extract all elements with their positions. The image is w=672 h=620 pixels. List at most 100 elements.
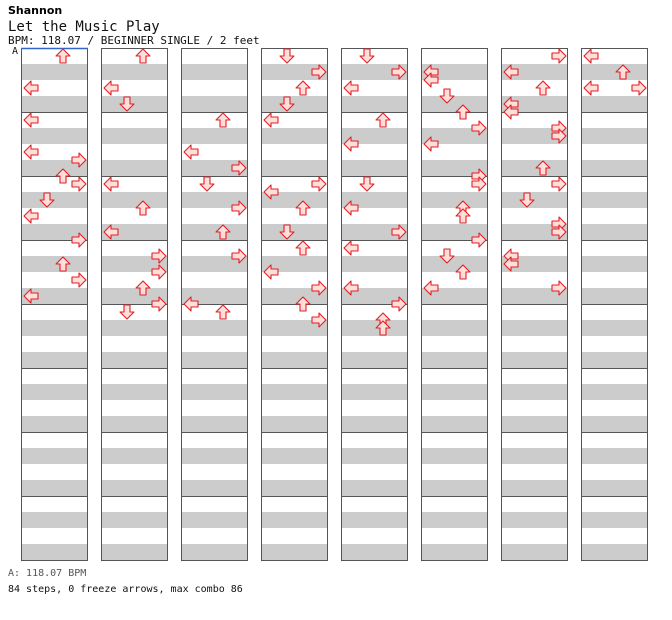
shade-band xyxy=(181,352,248,368)
step-arrow-up xyxy=(295,80,311,96)
shade-band xyxy=(21,352,88,368)
shade-band xyxy=(581,160,648,176)
step-arrow-down xyxy=(359,48,375,64)
shade-band xyxy=(181,480,248,496)
step-arrow-up xyxy=(55,256,71,272)
step-arrow-left xyxy=(23,112,39,128)
shade-band xyxy=(421,256,488,272)
shade-band xyxy=(181,288,248,304)
step-arrow-right xyxy=(551,48,567,64)
step-arrow-right xyxy=(551,224,567,240)
shade-band xyxy=(101,320,168,336)
shade-band xyxy=(261,256,328,272)
shade-band xyxy=(421,480,488,496)
step-arrow-left xyxy=(583,80,599,96)
step-arrow-left xyxy=(103,176,119,192)
step-arrow-left xyxy=(263,184,279,200)
shade-band xyxy=(581,256,648,272)
shade-band xyxy=(101,160,168,176)
shade-band xyxy=(181,160,248,176)
shade-band xyxy=(21,416,88,432)
shade-band xyxy=(341,352,408,368)
step-arrow-down xyxy=(199,176,215,192)
step-arrow-right xyxy=(71,176,87,192)
column-border xyxy=(581,48,648,561)
shade-band xyxy=(101,512,168,528)
shade-band xyxy=(341,480,408,496)
step-arrow-right xyxy=(311,280,327,296)
shade-band xyxy=(21,320,88,336)
shade-band xyxy=(421,320,488,336)
shade-band xyxy=(101,128,168,144)
shade-band xyxy=(21,224,88,240)
chart-column xyxy=(261,48,328,561)
column-border xyxy=(341,48,408,561)
step-arrow-left xyxy=(263,112,279,128)
bpm-marker-label: A xyxy=(12,46,19,57)
step-arrow-left xyxy=(103,224,119,240)
shade-band xyxy=(581,128,648,144)
shade-band xyxy=(261,128,328,144)
step-arrow-down xyxy=(439,88,455,104)
shade-band xyxy=(341,416,408,432)
step-arrow-right xyxy=(311,312,327,328)
shade-band xyxy=(21,448,88,464)
shade-band xyxy=(501,384,568,400)
shade-band xyxy=(501,416,568,432)
shade-band xyxy=(421,352,488,368)
step-arrow-up xyxy=(295,200,311,216)
shade-band xyxy=(421,288,488,304)
step-arrow-left xyxy=(343,80,359,96)
shade-band xyxy=(101,480,168,496)
shade-band xyxy=(21,64,88,80)
step-arrow-down xyxy=(359,176,375,192)
step-arrow-right xyxy=(631,80,647,96)
shade-band xyxy=(21,256,88,272)
shade-band xyxy=(101,288,168,304)
shade-band xyxy=(341,320,408,336)
step-arrow-up xyxy=(135,48,151,64)
shade-band xyxy=(501,544,568,560)
shade-band xyxy=(341,64,408,80)
shade-band xyxy=(421,448,488,464)
step-arrow-right xyxy=(231,160,247,176)
shade-band xyxy=(181,256,248,272)
step-arrow-left xyxy=(343,136,359,152)
chart-column xyxy=(101,48,168,561)
shade-band xyxy=(21,480,88,496)
shade-band xyxy=(501,160,568,176)
step-arrow-up xyxy=(455,208,471,224)
step-arrow-up xyxy=(375,112,391,128)
shade-band xyxy=(501,480,568,496)
step-arrow-left xyxy=(23,144,39,160)
step-arrow-right xyxy=(71,272,87,288)
shade-band xyxy=(501,64,568,80)
shade-band xyxy=(421,416,488,432)
step-arrow-left xyxy=(583,48,599,64)
shade-band xyxy=(341,512,408,528)
shade-band xyxy=(261,448,328,464)
shade-band xyxy=(261,320,328,336)
step-arrow-right xyxy=(391,296,407,312)
step-arrow-left xyxy=(343,200,359,216)
column-border xyxy=(421,48,488,561)
shade-band xyxy=(341,128,408,144)
shade-band xyxy=(501,128,568,144)
step-arrow-left xyxy=(23,288,39,304)
chart-column xyxy=(21,48,88,561)
shade-band xyxy=(581,224,648,240)
shade-band xyxy=(421,384,488,400)
shade-band xyxy=(101,544,168,560)
shade-band xyxy=(261,64,328,80)
shade-band xyxy=(181,320,248,336)
shade-band xyxy=(261,352,328,368)
step-arrow-left xyxy=(423,136,439,152)
step-arrow-left xyxy=(503,256,519,272)
shade-band xyxy=(581,384,648,400)
step-arrow-right xyxy=(231,200,247,216)
shade-band xyxy=(21,160,88,176)
shade-band xyxy=(181,192,248,208)
shade-band xyxy=(341,544,408,560)
step-arrow-right xyxy=(471,232,487,248)
shade-band xyxy=(181,96,248,112)
